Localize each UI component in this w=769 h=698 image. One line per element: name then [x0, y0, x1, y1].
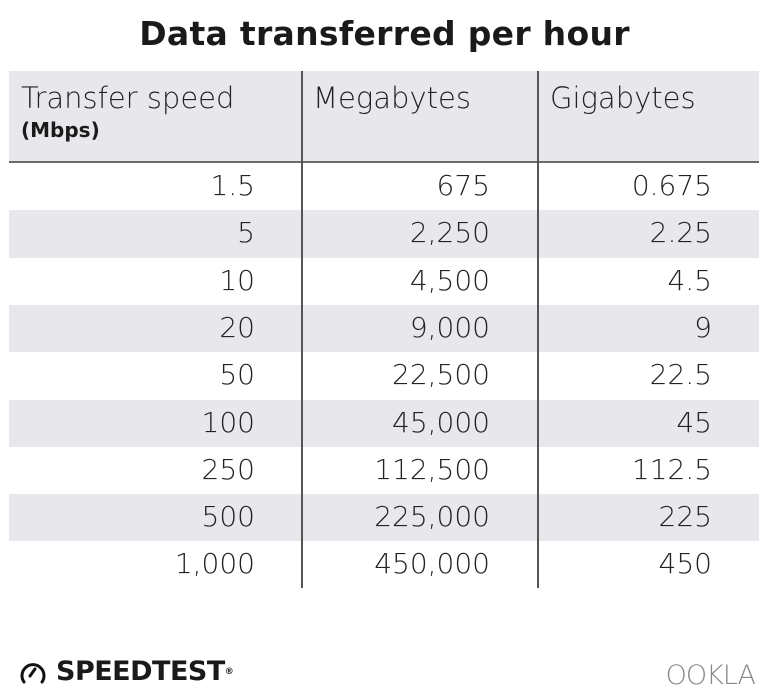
cell-megabytes: 22,500 [392, 358, 490, 392]
cell-megabytes: 45,000 [392, 405, 490, 439]
table-row: 100 45,000 45 [9, 399, 759, 447]
cell-gigabytes: 22.5 [649, 358, 712, 392]
cell-megabytes: 225,000 [374, 500, 490, 534]
cell-megabytes: 112,500 [374, 452, 490, 486]
table-row: 500 225,000 225 [9, 494, 759, 542]
cell-speed: 1.5 [210, 169, 255, 202]
cell-gigabytes: 450 [658, 547, 712, 581]
column-divider [537, 71, 539, 588]
table-row: 1.5 675 0.675 [9, 163, 759, 210]
speedtest-logo: SPEEDTEST ® [18, 656, 234, 687]
cell-megabytes: 4,500 [409, 263, 490, 297]
cell-gigabytes: 225 [658, 500, 712, 534]
table-row: 20 9,000 9 [9, 304, 759, 353]
cell-speed: 50 [219, 358, 255, 392]
table-row: 5 2,250 2.25 [9, 210, 759, 258]
table-row: 50 22,500 22.5 [9, 352, 759, 399]
cell-megabytes: 450,000 [374, 547, 490, 581]
header-gigabytes: Gigabytes [550, 81, 696, 115]
table-row: 10 4,500 4.5 [9, 258, 759, 305]
cell-speed: 1,000 [174, 547, 255, 581]
header-megabytes: Megabytes [313, 81, 471, 115]
header-transfer-speed-unit: (Mbps) [21, 118, 100, 142]
cell-megabytes: 675 [436, 169, 490, 202]
cell-gigabytes: 45 [676, 405, 712, 439]
cell-speed: 500 [201, 500, 255, 534]
table-row: 1,000 450,000 450 [9, 541, 759, 588]
cell-gigabytes: 112.5 [631, 452, 712, 486]
cell-gigabytes: 2.25 [649, 216, 712, 250]
chart-title: Data transferred per hour [139, 14, 630, 53]
cell-gigabytes: 4.5 [667, 263, 712, 297]
column-divider [301, 71, 303, 588]
cell-speed: 5 [237, 216, 255, 250]
header-transfer-speed: Transfer speed [21, 81, 235, 115]
cell-gigabytes: 0.675 [631, 169, 712, 202]
cell-megabytes: 9,000 [409, 310, 490, 344]
speedtest-wordmark: SPEEDTEST [56, 656, 225, 687]
cell-megabytes: 2,250 [409, 216, 490, 250]
cell-gigabytes: 9 [694, 310, 712, 344]
speedometer-icon [20, 662, 46, 683]
cell-speed: 20 [219, 310, 255, 344]
cell-speed: 250 [201, 452, 255, 486]
table-header: Transfer speed (Mbps) Megabytes Gigabyte… [9, 71, 759, 163]
cell-speed: 100 [201, 405, 255, 439]
table-row: 250 112,500 112.5 [9, 447, 759, 494]
ookla-logo: OOKLA [665, 660, 756, 691]
registered-mark: ® [224, 666, 234, 677]
cell-speed: 10 [219, 263, 255, 297]
